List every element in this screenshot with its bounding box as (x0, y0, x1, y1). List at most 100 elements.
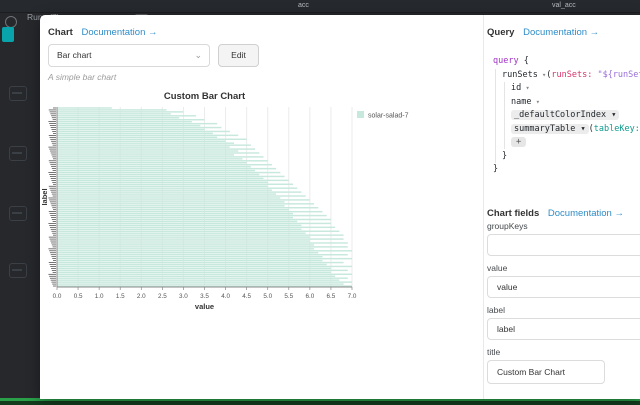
code-token: ( (546, 69, 552, 80)
bar (57, 216, 293, 219)
field-label-value: value (487, 263, 508, 273)
x-tick-label: 6.0 (305, 293, 314, 300)
bar (57, 271, 331, 274)
x-tick-label: 2.0 (137, 293, 146, 300)
bar (57, 273, 352, 276)
x-tick-label: 0.5 (74, 293, 83, 300)
panel-divider (483, 15, 484, 399)
bar (57, 252, 319, 254)
bar (57, 183, 293, 186)
code-token: runSets: (551, 69, 593, 80)
chart-fields-doc-link[interactable]: Documentation → (547, 208, 624, 219)
code-line: name ▾ (487, 96, 640, 110)
x-tick-label: 0.0 (53, 293, 62, 300)
code-token: runSets (502, 69, 538, 80)
chart-subtitle: A simple bar chart (48, 72, 117, 82)
bar (57, 222, 331, 225)
chart-doc-link[interactable]: Documentation → (81, 27, 158, 38)
bar (57, 201, 285, 203)
bar (57, 226, 336, 229)
chevron-down-icon: ⌄ (194, 50, 202, 60)
field-input-groupKeys[interactable] (487, 234, 640, 256)
chart-title: Custom Bar Chart (164, 91, 246, 102)
bar (57, 150, 239, 152)
chart-type-select[interactable]: Bar chart ⌄ (48, 44, 210, 67)
code-line: summaryTable ▾(tableKey: "my_ba (487, 123, 640, 137)
field-input-label[interactable] (487, 318, 640, 340)
sidebar-panels-icon[interactable] (9, 146, 27, 161)
sidebar-table-icon[interactable] (9, 86, 27, 101)
code-line: } (487, 150, 640, 164)
code-token: id (511, 83, 522, 93)
code-line: _defaultColorIndex ▾ (487, 109, 640, 123)
x-tick-label: 2.5 (158, 293, 167, 300)
indent-guide (495, 69, 496, 163)
bar (57, 224, 302, 227)
bar (57, 232, 306, 234)
code-token[interactable]: summaryTable ▾ (511, 123, 589, 134)
code-line: runSets ▾(runSets: "${runSets}" ▾ (487, 69, 640, 83)
bar (57, 165, 251, 168)
x-tick-label: 3.5 (200, 293, 209, 300)
x-axis-label: value (195, 302, 214, 311)
bar (57, 228, 302, 231)
field-row: groupKeys (487, 221, 640, 256)
bar (57, 257, 352, 260)
legend-label: solar-salad-7 (368, 113, 409, 120)
bar (57, 242, 348, 244)
x-tick-label: 6.5 (327, 293, 336, 300)
bar (57, 253, 348, 256)
bar (57, 193, 277, 195)
query-doc-link[interactable]: Documentation → (523, 27, 600, 38)
code-token: } (502, 150, 508, 161)
bar (57, 187, 298, 189)
bar (57, 214, 327, 217)
bar-chart-svg: 0.0 0.5 1.0 1.5 2.0 2.5 3.0 3.5 4.0 4.5 5.0 5.5 6.0 6… (42, 91, 409, 311)
edit-button[interactable]: Edit (218, 44, 259, 67)
chart-type-value: Bar chart (57, 50, 92, 60)
field-input-value[interactable] (487, 276, 640, 298)
bar (57, 134, 239, 137)
bar (57, 207, 319, 209)
bar (57, 263, 327, 266)
code-token: ▾ (531, 97, 540, 106)
add-field-button[interactable]: + (511, 137, 527, 147)
bar (57, 261, 344, 264)
x-tick-label: 5.5 (284, 293, 293, 300)
code-token: name (511, 96, 532, 107)
x-tick-label: 3.0 (179, 293, 188, 300)
panel-title-val-acc: val_acc (552, 2, 576, 9)
field-label-groupKeys: groupKeys (487, 221, 528, 231)
run-status-bar-shadow (0, 401, 640, 405)
bar (57, 212, 293, 215)
bar (57, 160, 268, 162)
bar (57, 210, 323, 213)
sidebar-artifacts-icon[interactable] (9, 263, 27, 278)
bar (57, 142, 234, 144)
field-label-label: label (487, 305, 505, 315)
x-tick-label: 1.5 (116, 293, 125, 300)
chart-fields-heading-row: Chart fields Documentation → (487, 208, 624, 219)
sidebar-reports-icon[interactable] (9, 206, 27, 221)
bar (57, 267, 331, 270)
bar (57, 173, 260, 176)
code-line: } (487, 163, 640, 177)
bar (57, 132, 213, 135)
wandb-logo-icon[interactable] (2, 27, 14, 42)
bar (57, 189, 272, 191)
query-code: query {runSets ▾(runSets: "${runSets}" ▾… (487, 55, 640, 177)
chart-fields-list: groupKeys value label title (487, 221, 640, 391)
bar (57, 275, 336, 277)
bar (57, 205, 285, 207)
bar (57, 140, 226, 142)
bar (57, 167, 277, 170)
bar (57, 120, 192, 123)
x-tick-label: 5.0 (263, 293, 272, 300)
chart-heading: Chart (48, 27, 73, 38)
bar (57, 175, 285, 178)
bar (57, 218, 331, 221)
bar (57, 113, 171, 115)
field-input-title[interactable] (487, 360, 605, 384)
code-token[interactable]: _defaultColorIndex ▾ (511, 110, 620, 120)
bar (57, 208, 289, 211)
